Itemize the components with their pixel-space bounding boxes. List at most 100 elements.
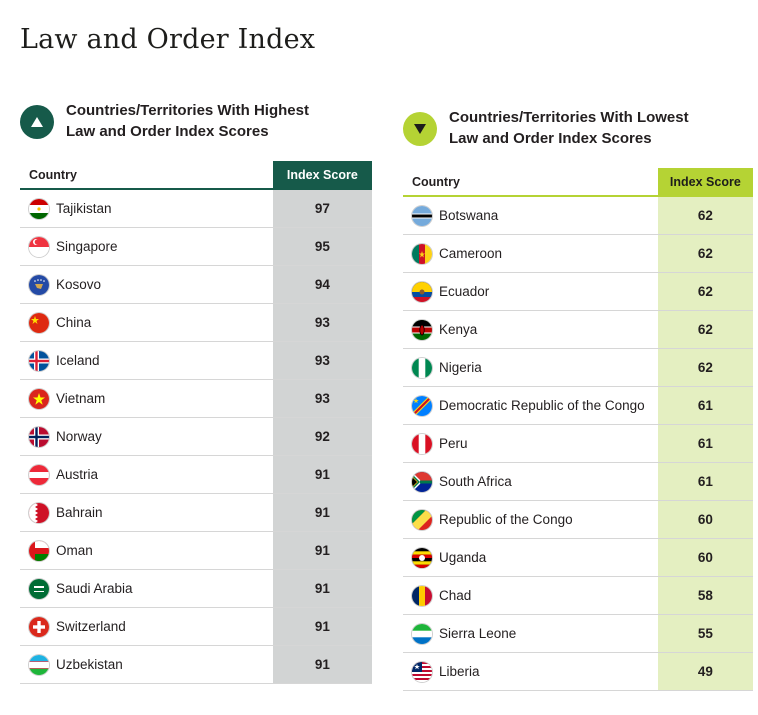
nigeria-flag-icon xyxy=(412,357,432,378)
lowest-panel: Countries/Territories With Lowest Law an… xyxy=(403,107,754,691)
lowest-title-line2: Law and Order Index Scores xyxy=(449,130,652,147)
china-flag-icon xyxy=(29,312,49,333)
country-cell: Cameroon xyxy=(403,234,658,273)
country-cell: Austria xyxy=(20,455,273,494)
table-row: Bahrain 91 xyxy=(20,493,372,532)
table-row: Ecuador 62 xyxy=(403,272,753,311)
lowest-title-line1: Countries/Territories With Lowest xyxy=(449,109,689,126)
chad-flag-icon xyxy=(412,585,432,606)
country-cell: Singapore xyxy=(20,227,273,266)
country-cell: Democratic Republic of the Congo xyxy=(403,386,658,425)
table-row: South Africa 61 xyxy=(403,462,753,501)
table-row: Sierra Leone 55 xyxy=(403,614,753,653)
index-score-cell: 49 xyxy=(657,652,753,691)
table-row: Austria 91 xyxy=(20,455,372,494)
country-name: Sierra Leone xyxy=(439,626,517,641)
table-row: Vietnam 93 xyxy=(20,379,372,418)
index-score-cell: 91 xyxy=(272,607,372,646)
kenya-flag-icon xyxy=(412,319,432,340)
index-score-cell: 94 xyxy=(272,265,372,304)
liberia-flag-icon xyxy=(412,661,432,682)
highest-panel-title: Countries/Territories With Highest Law a… xyxy=(66,100,309,142)
table-row: Iceland 93 xyxy=(20,341,372,380)
singapore-flag-icon xyxy=(29,236,49,257)
southafrica-flag-icon xyxy=(412,471,432,492)
highest-title-line2: Law and Order Index Scores xyxy=(66,123,269,140)
lowest-col-score: Index Score xyxy=(657,168,753,196)
country-name: Switzerland xyxy=(56,619,126,634)
country-name: Republic of the Congo xyxy=(439,512,573,527)
country-cell: Oman xyxy=(20,531,273,570)
country-name: South Africa xyxy=(439,474,512,489)
country-cell: Tajikistan xyxy=(20,189,273,228)
iceland-flag-icon xyxy=(29,350,49,371)
table-row: Democratic Republic of the Congo 61 xyxy=(403,386,753,425)
oman-flag-icon xyxy=(29,540,49,561)
index-score-cell: 62 xyxy=(657,234,753,273)
country-cell: Kenya xyxy=(403,310,658,349)
index-score-cell: 93 xyxy=(272,341,372,380)
country-name: Nigeria xyxy=(439,360,482,375)
country-cell: Uganda xyxy=(403,538,658,577)
lowest-table-header: Country Index Score xyxy=(403,168,753,196)
lowest-panel-title: Countries/Territories With Lowest Law an… xyxy=(449,107,689,149)
uzbekistan-flag-icon xyxy=(29,654,49,675)
country-cell: Uzbekistan xyxy=(20,645,273,684)
country-cell: South Africa xyxy=(403,462,658,501)
lowest-table: Country Index Score Botswana 62 Cameroon 62… xyxy=(403,168,753,691)
table-row: Botswana 62 xyxy=(403,196,753,235)
country-cell: Kosovo xyxy=(20,265,273,304)
country-cell: Sierra Leone xyxy=(403,614,658,653)
country-name: China xyxy=(56,315,92,330)
index-score-cell: 58 xyxy=(657,576,753,615)
country-name: Uganda xyxy=(439,550,487,565)
table-row: Chad 58 xyxy=(403,576,753,615)
country-name: Kosovo xyxy=(56,277,102,292)
table-row: Republic of the Congo 60 xyxy=(403,500,753,539)
highest-panel-header: Countries/Territories With Highest Law a… xyxy=(20,100,372,140)
switzerland-flag-icon xyxy=(29,616,49,637)
country-name: Kenya xyxy=(439,322,478,337)
country-cell: Ecuador xyxy=(403,272,658,311)
table-row: Kenya 62 xyxy=(403,310,753,349)
country-cell: Liberia xyxy=(403,652,658,691)
table-row: Uzbekistan 91 xyxy=(20,645,372,684)
page-title: Law and Order Index xyxy=(20,24,316,55)
index-score-cell: 60 xyxy=(657,538,753,577)
bahrain-flag-icon xyxy=(29,502,49,523)
country-name: Oman xyxy=(56,543,93,558)
country-cell: Botswana xyxy=(403,196,658,235)
index-score-cell: 91 xyxy=(272,531,372,570)
country-cell: Chad xyxy=(403,576,658,615)
country-name: Bahrain xyxy=(56,505,103,520)
country-name: Liberia xyxy=(439,664,480,679)
table-row: Uganda 60 xyxy=(403,538,753,577)
botswana-flag-icon xyxy=(412,205,432,226)
peru-flag-icon xyxy=(412,433,432,454)
lowest-panel-header: Countries/Territories With Lowest Law an… xyxy=(403,107,754,147)
arrow-up-icon xyxy=(20,105,54,139)
table-row: Oman 91 xyxy=(20,531,372,570)
index-score-cell: 91 xyxy=(272,645,372,684)
norway-flag-icon xyxy=(29,426,49,447)
country-cell: Bahrain xyxy=(20,493,273,532)
highest-table: Country Index Score Tajikistan 97 Singapor… xyxy=(20,161,372,684)
table-row: Nigeria 62 xyxy=(403,348,753,387)
arrow-down-icon xyxy=(403,112,437,146)
country-cell: Vietnam xyxy=(20,379,273,418)
table-row: Switzerland 91 xyxy=(20,607,372,646)
country-name: Iceland xyxy=(56,353,100,368)
table-row: China 93 xyxy=(20,303,372,342)
highest-table-header: Country Index Score xyxy=(20,161,372,189)
index-score-cell: 97 xyxy=(272,189,372,228)
vietnam-flag-icon xyxy=(29,388,49,409)
highest-col-country: Country xyxy=(29,167,77,182)
country-name: Norway xyxy=(56,429,102,444)
index-score-cell: 62 xyxy=(657,348,753,387)
tajikistan-flag-icon xyxy=(29,198,49,219)
country-cell: Peru xyxy=(403,424,658,463)
sierraleone-flag-icon xyxy=(412,623,432,644)
highest-col-score: Index Score xyxy=(272,161,372,189)
index-score-cell: 61 xyxy=(657,424,753,463)
index-score-cell: 92 xyxy=(272,417,372,456)
